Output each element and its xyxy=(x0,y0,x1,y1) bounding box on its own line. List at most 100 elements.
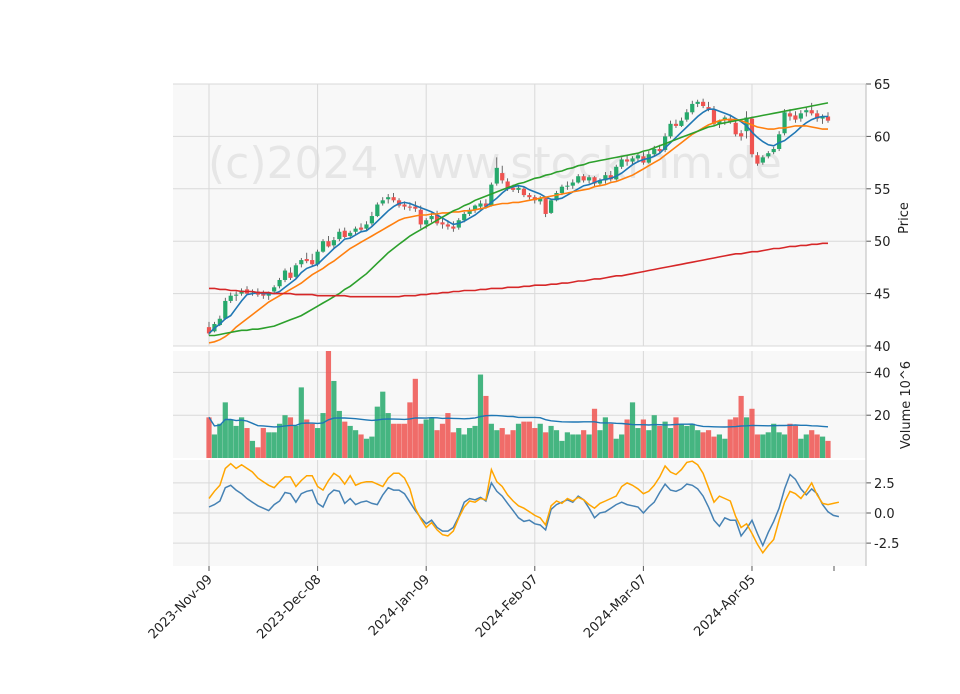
volume-bar xyxy=(537,423,543,458)
candle-body xyxy=(516,187,521,190)
candle-body xyxy=(657,148,662,152)
volume-bar xyxy=(651,415,657,458)
candle-body xyxy=(353,228,358,232)
candle-body xyxy=(630,158,635,162)
candle-body xyxy=(288,272,293,278)
volume-bar xyxy=(819,436,826,458)
price-axis-label: Price xyxy=(897,202,912,234)
candle-body xyxy=(820,116,825,119)
candle-body xyxy=(223,300,228,319)
candle-body xyxy=(782,112,787,134)
candle-body xyxy=(489,184,494,206)
volume-bar xyxy=(429,417,435,458)
x-tick-label: 2023-Dec-08 xyxy=(254,572,324,642)
volume-bar xyxy=(776,432,782,458)
candle-body xyxy=(624,159,630,162)
volume-bar xyxy=(249,440,256,458)
price-panel-background xyxy=(173,84,866,346)
volume-bar xyxy=(749,408,755,458)
candle-body xyxy=(619,159,624,167)
volume-bar xyxy=(705,430,712,458)
volume-bar xyxy=(646,430,652,458)
candle-body xyxy=(310,260,315,265)
candle-body xyxy=(804,110,809,113)
candle-body xyxy=(277,279,282,287)
x-tick-label: 2024-Jan-09 xyxy=(366,572,433,639)
candle-body xyxy=(652,148,657,155)
candle-body xyxy=(478,203,483,207)
price-y-tick-label: 55 xyxy=(874,183,891,198)
volume-bar xyxy=(342,421,348,458)
candle-body xyxy=(413,206,418,209)
volume-bar xyxy=(228,419,234,458)
candle-body xyxy=(760,157,765,163)
candle-body xyxy=(429,216,434,220)
candle-body xyxy=(407,206,413,208)
candle-body xyxy=(679,120,684,126)
x-tick-label: 2023-Nov-09 xyxy=(146,572,216,642)
candle-body xyxy=(608,175,613,180)
volume-bar xyxy=(211,434,218,458)
volume-bar xyxy=(456,428,462,458)
volume-bar xyxy=(575,434,581,458)
volume-bar xyxy=(602,417,608,458)
volume-bar xyxy=(510,430,516,458)
volume-bar xyxy=(396,423,402,458)
volume-bar xyxy=(515,423,522,458)
volume-bar xyxy=(581,430,587,458)
volume-bar xyxy=(320,413,326,458)
volume-bar xyxy=(483,395,489,458)
candle-body xyxy=(538,198,543,202)
candle-body xyxy=(755,155,760,164)
volume-bar xyxy=(667,428,674,458)
candle-body xyxy=(505,181,510,189)
volume-bar xyxy=(570,434,576,458)
volume-bar xyxy=(331,380,337,458)
candle-body xyxy=(326,241,331,247)
volume-bar xyxy=(238,417,245,458)
volume-bar xyxy=(282,415,288,458)
volume-bar xyxy=(358,434,364,458)
candle-body xyxy=(787,113,793,117)
volume-bar xyxy=(521,421,527,458)
volume-bar xyxy=(597,430,603,458)
candle-body xyxy=(380,200,385,204)
volume-bar xyxy=(629,402,636,458)
candle-body xyxy=(793,115,798,120)
candle-body xyxy=(570,182,575,186)
candle-body xyxy=(217,318,222,326)
volume-axis-label: Volume 10^6 xyxy=(899,361,914,449)
volume-bar xyxy=(689,423,695,458)
volume-bar xyxy=(553,430,560,458)
candle-body xyxy=(809,110,814,114)
candle-body xyxy=(440,222,445,225)
volume-bar xyxy=(548,425,554,458)
volume-bar xyxy=(374,406,380,458)
x-tick-label: 2024-Mar-07 xyxy=(581,572,650,641)
volume-bar xyxy=(743,417,750,458)
candle-body xyxy=(592,177,597,184)
volume-bar xyxy=(559,440,565,458)
volume-bar xyxy=(771,423,777,458)
candle-body xyxy=(521,188,527,196)
ind-y-tick-label: 0.0 xyxy=(874,507,895,522)
volume-bar xyxy=(684,425,690,458)
candle-body xyxy=(614,166,619,180)
volume-bar xyxy=(450,432,456,458)
price-y-tick-label: 60 xyxy=(874,130,891,145)
candle-body xyxy=(386,197,391,200)
volume-y-tick-label: 40 xyxy=(874,366,891,381)
candle-body xyxy=(418,209,423,225)
volume-bar xyxy=(445,413,451,458)
volume-bar xyxy=(293,425,299,458)
candle-body xyxy=(337,231,342,240)
candle-body xyxy=(706,107,711,110)
volume-bar xyxy=(276,423,283,458)
volume-bar xyxy=(353,430,359,458)
volume-bar xyxy=(624,419,630,458)
candle-body xyxy=(304,259,309,262)
volume-bar xyxy=(314,428,321,458)
candle-body xyxy=(282,270,288,280)
candle-body xyxy=(293,265,298,277)
volume-bar xyxy=(467,428,473,458)
